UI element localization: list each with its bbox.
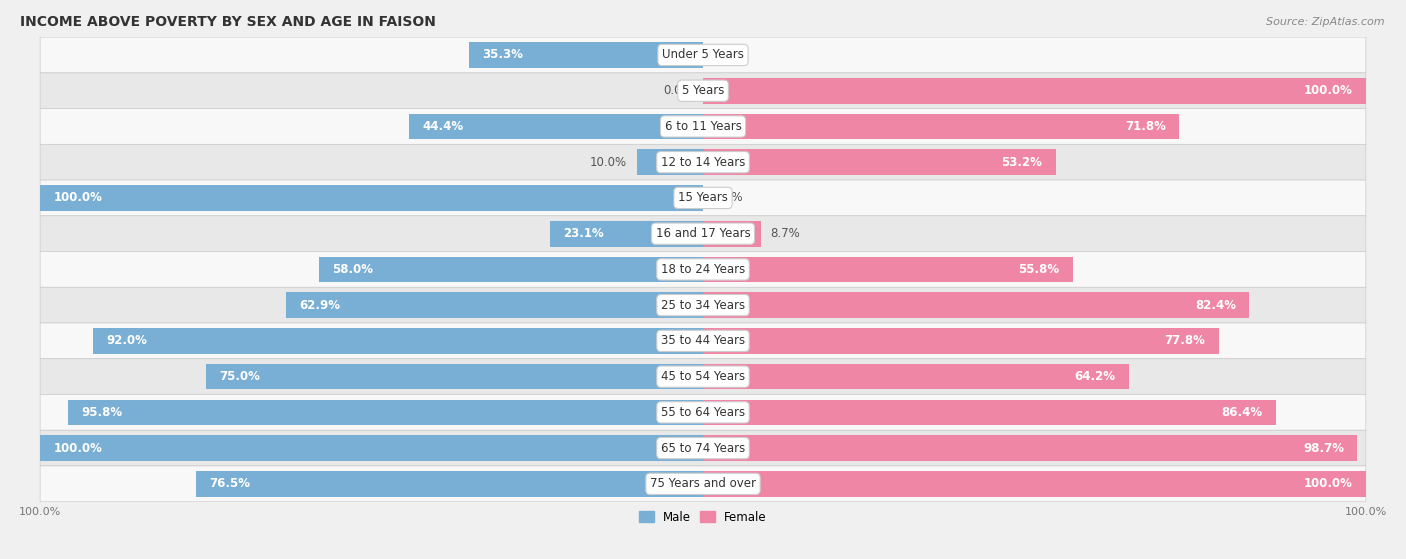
Bar <box>67 400 703 425</box>
Text: 98.7%: 98.7% <box>1303 442 1344 454</box>
Text: 45 to 54 Years: 45 to 54 Years <box>661 370 745 383</box>
Text: 23.1%: 23.1% <box>564 227 605 240</box>
Text: 55.8%: 55.8% <box>1018 263 1060 276</box>
Text: 44.4%: 44.4% <box>422 120 463 133</box>
Bar <box>285 292 703 318</box>
FancyBboxPatch shape <box>41 359 1365 395</box>
FancyBboxPatch shape <box>41 395 1365 430</box>
Text: 16 and 17 Years: 16 and 17 Years <box>655 227 751 240</box>
Bar <box>703 113 1180 139</box>
FancyBboxPatch shape <box>41 73 1365 108</box>
Bar <box>319 257 703 282</box>
Bar <box>703 328 1219 354</box>
FancyBboxPatch shape <box>41 323 1365 359</box>
FancyBboxPatch shape <box>41 430 1365 466</box>
Text: 100.0%: 100.0% <box>53 442 103 454</box>
Text: 12 to 14 Years: 12 to 14 Years <box>661 156 745 169</box>
Text: 62.9%: 62.9% <box>299 299 340 312</box>
Legend: Male, Female: Male, Female <box>640 511 766 524</box>
Text: Source: ZipAtlas.com: Source: ZipAtlas.com <box>1267 17 1385 27</box>
Bar <box>470 42 703 68</box>
Text: 53.2%: 53.2% <box>1001 156 1042 169</box>
FancyBboxPatch shape <box>41 144 1365 180</box>
Text: 15 Years: 15 Years <box>678 191 728 205</box>
Text: 100.0%: 100.0% <box>53 191 103 205</box>
Text: 0.0%: 0.0% <box>713 191 742 205</box>
Text: 55 to 64 Years: 55 to 64 Years <box>661 406 745 419</box>
Text: 5 Years: 5 Years <box>682 84 724 97</box>
Bar <box>205 364 703 390</box>
Text: 100.0%: 100.0% <box>1303 477 1353 490</box>
Bar <box>703 78 1365 103</box>
Bar <box>637 149 703 175</box>
Text: 6 to 11 Years: 6 to 11 Years <box>665 120 741 133</box>
Bar <box>195 471 703 497</box>
Bar <box>93 328 703 354</box>
Bar <box>703 364 1129 390</box>
Text: 18 to 24 Years: 18 to 24 Years <box>661 263 745 276</box>
Text: 0.0%: 0.0% <box>664 84 693 97</box>
Bar <box>703 400 1275 425</box>
Text: 82.4%: 82.4% <box>1195 299 1236 312</box>
FancyBboxPatch shape <box>41 108 1365 144</box>
Text: Under 5 Years: Under 5 Years <box>662 49 744 61</box>
Text: 76.5%: 76.5% <box>209 477 250 490</box>
Text: 58.0%: 58.0% <box>332 263 373 276</box>
FancyBboxPatch shape <box>41 287 1365 323</box>
Bar <box>703 435 1357 461</box>
Bar <box>703 292 1249 318</box>
Text: 77.8%: 77.8% <box>1164 334 1205 347</box>
Text: 65 to 74 Years: 65 to 74 Years <box>661 442 745 454</box>
Bar <box>703 149 1056 175</box>
FancyBboxPatch shape <box>41 180 1365 216</box>
FancyBboxPatch shape <box>41 466 1365 502</box>
Text: 95.8%: 95.8% <box>82 406 122 419</box>
Bar <box>41 435 703 461</box>
Text: 64.2%: 64.2% <box>1074 370 1115 383</box>
Bar <box>703 221 761 247</box>
Bar <box>409 113 703 139</box>
Text: INCOME ABOVE POVERTY BY SEX AND AGE IN FAISON: INCOME ABOVE POVERTY BY SEX AND AGE IN F… <box>20 15 436 29</box>
Text: 71.8%: 71.8% <box>1125 120 1166 133</box>
Text: 0.0%: 0.0% <box>713 49 742 61</box>
Text: 100.0%: 100.0% <box>1303 84 1353 97</box>
Text: 35 to 44 Years: 35 to 44 Years <box>661 334 745 347</box>
Bar <box>41 185 703 211</box>
Text: 10.0%: 10.0% <box>589 156 627 169</box>
Bar <box>703 471 1365 497</box>
Bar <box>550 221 703 247</box>
Text: 25 to 34 Years: 25 to 34 Years <box>661 299 745 312</box>
Text: 92.0%: 92.0% <box>107 334 148 347</box>
FancyBboxPatch shape <box>41 252 1365 287</box>
Text: 75 Years and over: 75 Years and over <box>650 477 756 490</box>
Text: 75.0%: 75.0% <box>219 370 260 383</box>
Bar <box>703 257 1073 282</box>
FancyBboxPatch shape <box>41 37 1365 73</box>
Text: 8.7%: 8.7% <box>770 227 800 240</box>
FancyBboxPatch shape <box>41 216 1365 252</box>
Text: 35.3%: 35.3% <box>482 49 523 61</box>
Text: 86.4%: 86.4% <box>1222 406 1263 419</box>
